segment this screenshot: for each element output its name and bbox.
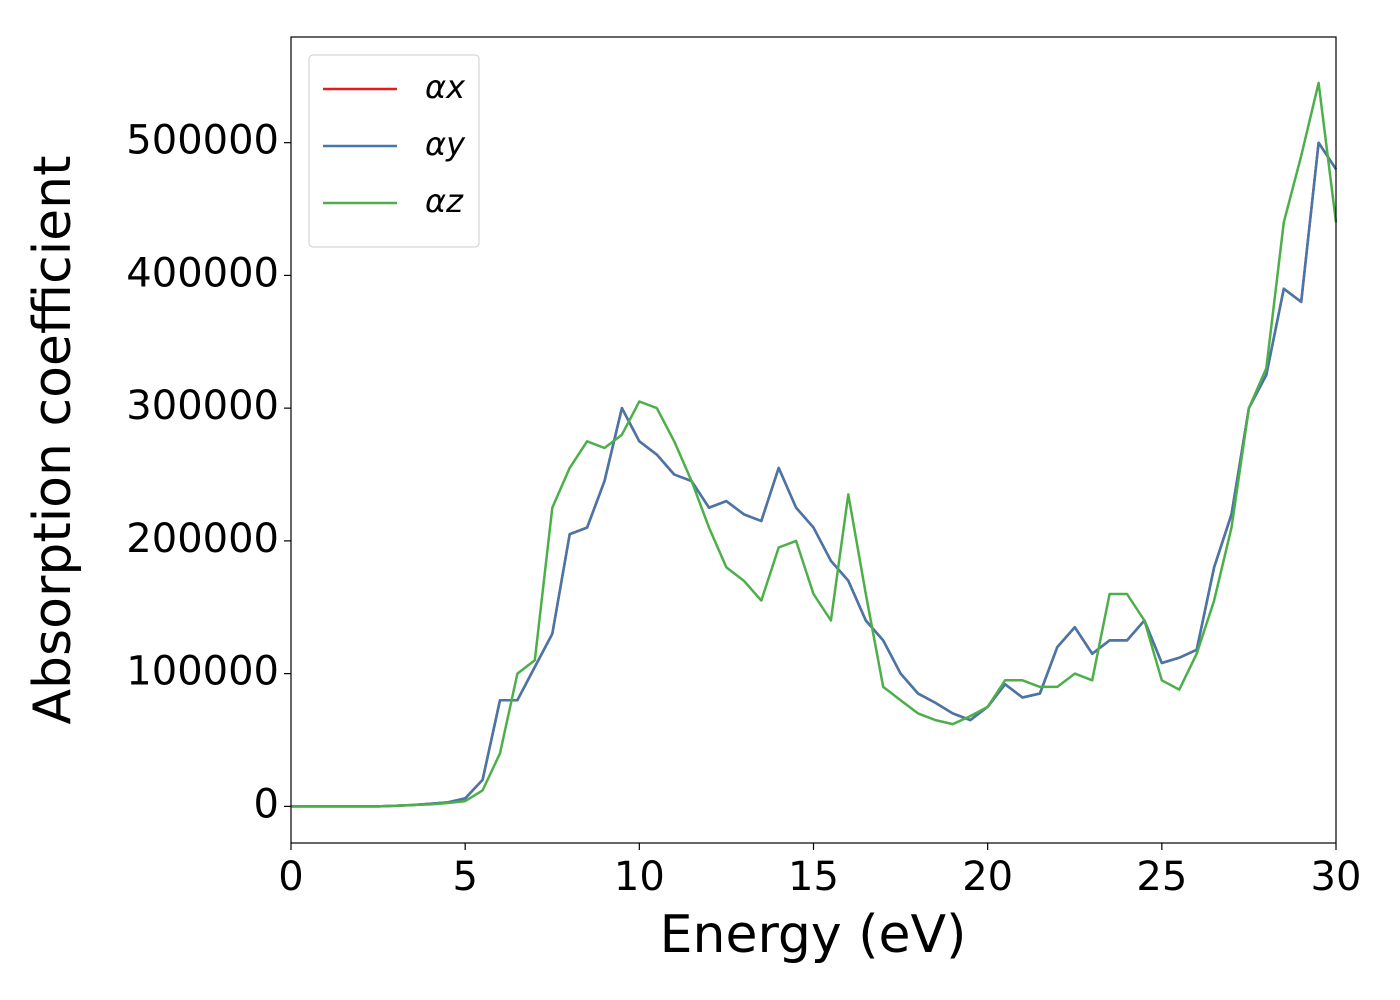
y-tick-label: 300000 — [126, 383, 279, 429]
plot-frame — [290, 36, 1337, 844]
x-tick-label: 15 — [788, 854, 839, 900]
y-tick-label: 0 — [254, 781, 279, 827]
x-tick-label: 20 — [962, 854, 1013, 900]
x-tick-label: 5 — [452, 854, 477, 900]
x-tick-label: 0 — [278, 854, 303, 900]
legend-box — [308, 54, 480, 248]
x-tick-label: 30 — [1311, 854, 1362, 900]
x-axis-label: Energy (eV) — [660, 905, 967, 965]
y-tick-label: 200000 — [126, 516, 279, 562]
x-tick-label: 25 — [1136, 854, 1187, 900]
data-line — [291, 81, 1338, 808]
legend-label: αy — [425, 125, 466, 163]
legend-label: αz — [425, 182, 464, 220]
y-tick-label: 500000 — [126, 118, 279, 164]
data-line — [291, 141, 1338, 808]
y-tick-label: 400000 — [126, 250, 279, 296]
legend-label: αx — [425, 68, 466, 106]
y-tick-label: 100000 — [126, 649, 279, 695]
y-axis-label: Absorption coefficient — [23, 155, 83, 724]
x-tick-label: 10 — [614, 854, 665, 900]
